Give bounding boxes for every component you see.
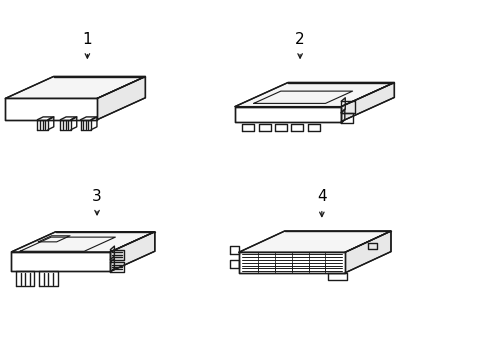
Polygon shape (345, 231, 390, 273)
Polygon shape (11, 252, 110, 271)
Polygon shape (97, 77, 145, 120)
Polygon shape (238, 252, 345, 273)
Polygon shape (5, 99, 97, 120)
Polygon shape (234, 107, 341, 122)
Polygon shape (234, 82, 393, 107)
Polygon shape (110, 232, 155, 271)
Text: 2: 2 (295, 32, 305, 47)
Polygon shape (238, 231, 390, 252)
Text: 4: 4 (316, 189, 326, 204)
Polygon shape (11, 232, 155, 252)
Polygon shape (5, 77, 145, 99)
Text: 1: 1 (82, 32, 92, 47)
Polygon shape (341, 82, 393, 122)
Text: 3: 3 (92, 189, 102, 204)
